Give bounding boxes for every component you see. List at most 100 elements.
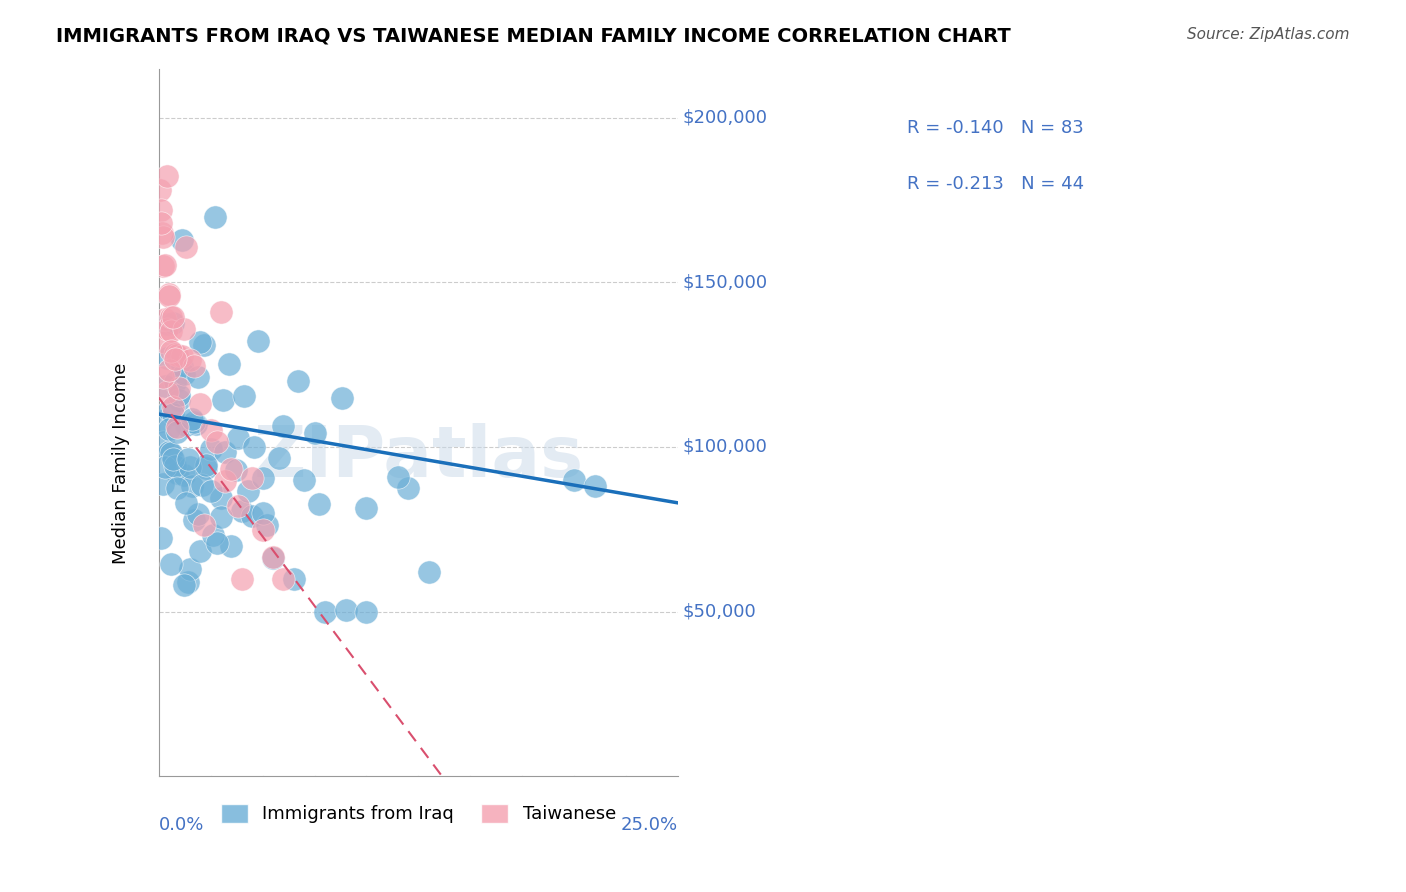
Point bbox=[156, 385, 179, 400]
Point bbox=[396, 481, 419, 495]
Point bbox=[252, 470, 274, 484]
Point bbox=[152, 259, 174, 273]
Point bbox=[160, 557, 183, 571]
Point bbox=[157, 422, 180, 436]
Point bbox=[200, 442, 222, 456]
Point bbox=[188, 334, 211, 349]
Point bbox=[162, 451, 184, 466]
Point bbox=[236, 484, 259, 499]
Point bbox=[183, 512, 205, 526]
Point bbox=[166, 466, 188, 480]
Point bbox=[169, 381, 191, 395]
Point bbox=[157, 289, 180, 303]
Point bbox=[226, 431, 249, 445]
Point bbox=[304, 426, 326, 441]
Point bbox=[214, 474, 236, 488]
Point bbox=[204, 210, 226, 224]
Point bbox=[221, 539, 243, 553]
Point bbox=[156, 169, 179, 183]
Point bbox=[308, 497, 330, 511]
Text: $150,000: $150,000 bbox=[682, 274, 768, 292]
Point bbox=[153, 334, 176, 349]
Point bbox=[177, 574, 200, 589]
Point bbox=[212, 393, 235, 408]
Text: $100,000: $100,000 bbox=[682, 438, 768, 456]
Point bbox=[231, 572, 253, 586]
Point bbox=[173, 468, 195, 483]
Point bbox=[165, 458, 187, 473]
Point bbox=[187, 370, 209, 384]
Text: $50,000: $50,000 bbox=[682, 602, 756, 621]
Point bbox=[240, 508, 263, 523]
Point bbox=[162, 316, 184, 330]
Point bbox=[262, 549, 284, 564]
FancyBboxPatch shape bbox=[845, 161, 897, 207]
Point bbox=[165, 351, 187, 366]
Point bbox=[387, 470, 409, 484]
Text: R = -0.213   N = 44: R = -0.213 N = 44 bbox=[907, 175, 1084, 193]
Point bbox=[187, 507, 209, 521]
Point bbox=[150, 226, 173, 240]
Text: 0.0%: 0.0% bbox=[159, 815, 204, 833]
Point bbox=[160, 310, 183, 325]
Point bbox=[149, 183, 172, 197]
Point bbox=[262, 550, 284, 565]
Text: Source: ZipAtlas.com: Source: ZipAtlas.com bbox=[1187, 27, 1350, 42]
Point bbox=[205, 435, 228, 450]
Point bbox=[157, 287, 180, 301]
Point bbox=[156, 317, 179, 331]
Point bbox=[174, 496, 197, 510]
Point bbox=[152, 229, 174, 244]
Point bbox=[221, 462, 243, 476]
Point bbox=[166, 420, 188, 434]
Point bbox=[188, 397, 211, 411]
Text: 25.0%: 25.0% bbox=[621, 815, 678, 833]
Point bbox=[162, 310, 184, 325]
Point bbox=[152, 477, 174, 491]
Point bbox=[188, 544, 211, 558]
Point bbox=[193, 337, 215, 351]
Point bbox=[162, 400, 184, 414]
Point bbox=[157, 363, 180, 377]
Text: Median Family Income: Median Family Income bbox=[112, 363, 131, 564]
Point bbox=[256, 518, 278, 533]
Point bbox=[181, 412, 204, 426]
Point bbox=[252, 523, 274, 537]
Point bbox=[179, 459, 201, 474]
Point bbox=[200, 423, 222, 437]
Point bbox=[149, 216, 172, 230]
FancyBboxPatch shape bbox=[845, 104, 897, 151]
Point bbox=[162, 407, 184, 421]
Point bbox=[153, 312, 176, 326]
Point bbox=[292, 473, 315, 487]
Point bbox=[252, 506, 274, 520]
Text: $200,000: $200,000 bbox=[682, 109, 768, 127]
Point bbox=[174, 239, 197, 253]
Point bbox=[156, 351, 179, 365]
Point bbox=[169, 393, 191, 408]
Point bbox=[314, 605, 336, 619]
Point bbox=[149, 202, 172, 217]
Point bbox=[156, 322, 179, 336]
Point bbox=[181, 479, 204, 493]
Point bbox=[153, 258, 176, 272]
Point bbox=[209, 509, 232, 524]
Point bbox=[232, 389, 254, 403]
Point bbox=[191, 477, 214, 491]
Point bbox=[225, 463, 247, 477]
Point bbox=[209, 305, 232, 319]
Point bbox=[160, 324, 183, 338]
Point bbox=[157, 445, 180, 459]
Point bbox=[330, 392, 353, 406]
Point bbox=[231, 504, 253, 518]
Point bbox=[205, 536, 228, 550]
Point bbox=[149, 414, 172, 428]
Point bbox=[283, 572, 305, 586]
Point bbox=[218, 357, 240, 371]
Point bbox=[240, 470, 263, 484]
Point bbox=[152, 435, 174, 450]
Legend: Immigrants from Iraq, Taiwanese: Immigrants from Iraq, Taiwanese bbox=[214, 797, 623, 830]
Point bbox=[183, 415, 205, 429]
Point bbox=[273, 572, 295, 586]
Point bbox=[170, 359, 193, 373]
